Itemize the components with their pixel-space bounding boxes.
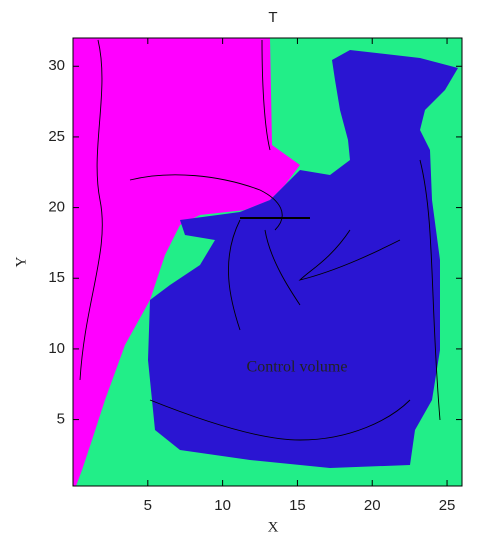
y-tick-label: 20 [48, 199, 65, 216]
y-tick-label: 10 [48, 340, 65, 357]
y-tick-label: 15 [48, 269, 65, 286]
x-tick-label: 25 [439, 497, 456, 514]
x-tick-label: 15 [289, 497, 306, 514]
x-tick-label: 20 [364, 497, 381, 514]
x-axis-label: X [268, 519, 279, 535]
x-tick-label: 5 [144, 497, 152, 514]
y-tick-label: 30 [48, 57, 65, 74]
plot-regions [73, 38, 462, 486]
y-axis-label: Y [13, 256, 29, 267]
annotation: Control volume [247, 359, 348, 376]
y-tick-label: 25 [48, 128, 65, 145]
x-tick-label: 10 [214, 497, 231, 514]
chart: T X Y Control volume 5 10 15 20 25 5 10 15 20 25 3… [0, 0, 488, 541]
y-tick-label: 5 [57, 411, 65, 428]
chart-title: T [268, 9, 277, 26]
